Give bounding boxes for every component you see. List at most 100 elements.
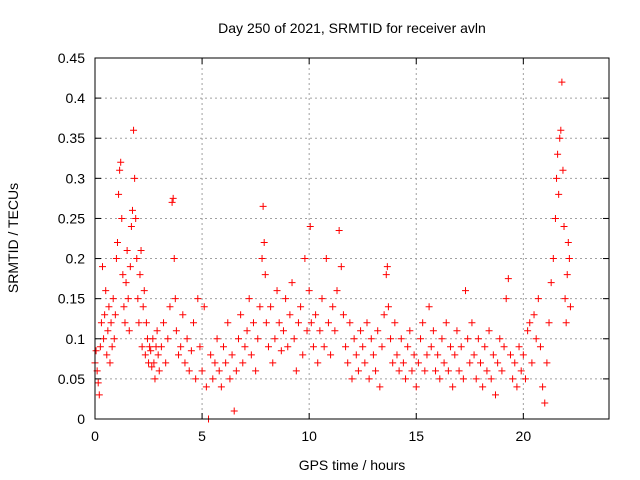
data-point [102,287,110,295]
chart-title: Day 250 of 2021, SRMTID for receiver avl… [218,20,486,36]
data-point [333,287,341,295]
data-point [432,367,440,375]
data-point [502,295,510,303]
data-point [479,383,487,391]
plot-frame [94,57,610,420]
data-point [305,287,313,295]
data-point [511,359,519,367]
data-point [380,311,388,319]
data-point [329,303,337,311]
data-point [202,383,210,391]
data-point [307,319,315,327]
data-point [228,351,236,359]
x-tick-label: 20 [516,428,532,444]
data-point [139,303,147,311]
data-point [427,343,435,351]
data-point [314,359,322,367]
data-point [261,271,269,279]
data-point [369,351,377,359]
data-point [521,375,529,383]
data-point [376,383,384,391]
data-point [421,367,429,375]
data-point [154,351,162,359]
data-point [541,399,549,407]
data-point [532,335,540,343]
data-point [397,335,405,343]
data-point [440,359,448,367]
data-point [297,303,305,311]
data-point [496,335,504,343]
data-point [556,134,564,142]
data-point [509,375,517,383]
data-point [209,375,217,383]
data-point [256,303,264,311]
data-point [151,375,159,383]
data-point [447,343,455,351]
data-point [157,343,165,351]
data-point [101,311,109,319]
data-point [128,206,136,214]
data-point [98,263,106,271]
data-point [198,367,206,375]
data-point [526,319,534,327]
data-point [395,367,403,375]
data-point [147,347,155,355]
data-point [464,335,472,343]
data-point [500,343,508,351]
data-point [468,319,476,327]
data-point [177,343,185,351]
data-point [402,375,410,383]
data-point [414,359,422,367]
data-point [559,166,567,174]
data-point [357,327,365,335]
data-point [553,174,561,182]
data-point [539,383,547,391]
data-point [185,367,193,375]
data-point [489,351,497,359]
y-axis-label: SRMTID / TECUs [5,183,21,293]
data-point [354,367,362,375]
data-point [254,335,262,343]
data-point [561,295,569,303]
data-point [320,343,328,351]
data-point [123,247,131,255]
data-point [97,319,105,327]
tick-labels: 0 0.05 0.1 0.15 0.2 0.25 0.3 0.35 0.4 0.45 0 5 10 15 2… [58,50,532,444]
data-point [234,335,242,343]
data-point [487,375,495,383]
data-point [517,367,525,375]
data-point [374,327,382,335]
data-point [113,239,121,247]
data-point [331,327,339,335]
data-point [365,375,373,383]
data-point [140,287,148,295]
data-point [383,263,391,271]
data-point [112,255,120,263]
data-point [408,367,416,375]
data-point [506,351,514,359]
data-point [324,319,332,327]
data-point [226,375,234,383]
data-point [190,319,198,327]
data-point [346,319,354,327]
data-point [149,335,157,343]
data-point [455,367,463,375]
data-point [309,343,317,351]
data-point [269,359,277,367]
data-point [393,351,401,359]
y-tick-label: 0.4 [66,90,86,106]
data-points [91,78,574,423]
data-point [237,311,245,319]
data-point [515,343,523,351]
data-point [419,319,427,327]
data-point [457,343,465,351]
data-point [288,279,296,287]
data-point [215,367,223,375]
data-point [136,271,144,279]
data-point [557,126,565,134]
data-point [162,359,170,367]
data-point [312,311,320,319]
data-point [150,359,158,367]
data-point [322,255,330,263]
